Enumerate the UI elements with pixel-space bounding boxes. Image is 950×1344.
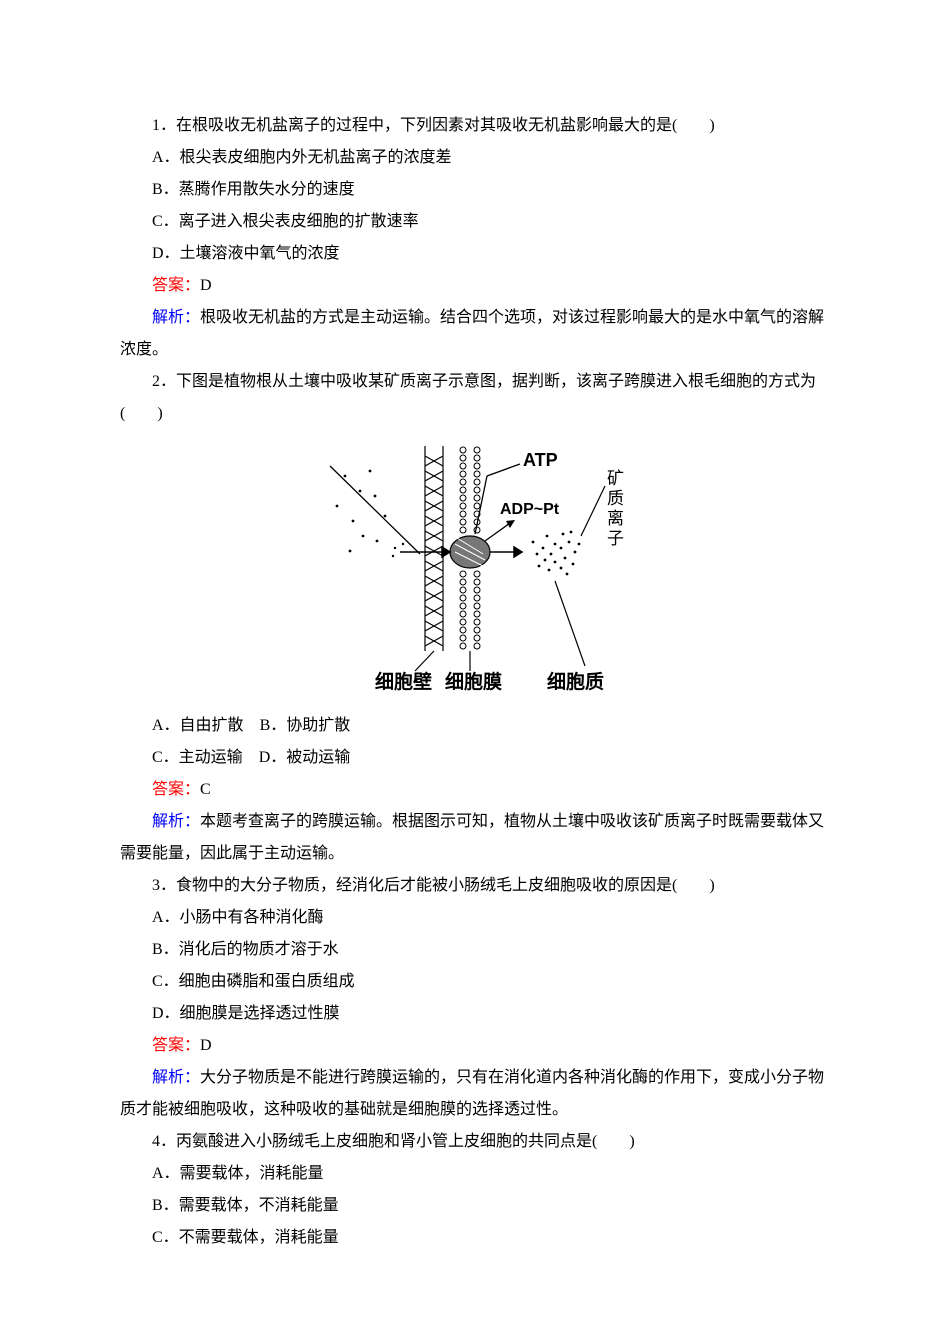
cytoplasm-label: 细胞质 <box>547 670 604 693</box>
q3-stem: 3．食物中的大分子物质，经消化后才能被小肠绒毛上皮细胞吸收的原因是( ) <box>120 870 830 902</box>
q3-analysis-text: 大分子物质是不能进行跨膜运输的，只有在消化道内各种消化酶的作用下，变成小分子物质… <box>120 1069 824 1118</box>
atp-label: ATP <box>523 450 558 470</box>
q2-option-b: B．协助扩散 <box>260 717 351 734</box>
adp-label: ADP~Pt <box>500 501 560 518</box>
q4-stem: 4．丙氨酸进入小肠绒毛上皮细胞和肾小管上皮细胞的共同点是( ) <box>120 1126 830 1158</box>
q2-option-a: A．自由扩散 <box>152 717 244 734</box>
q3-answer-line: 答案：D <box>120 1030 830 1062</box>
q3-answer-value: D <box>200 1037 212 1054</box>
atp-label-group: ATP <box>475 450 558 534</box>
q3-analysis-label: 解析： <box>152 1069 200 1086</box>
q2-analysis-text: 本题考查离子的跨膜运输。根据图示可知，植物从土壤中吸收该矿质离子时既需要载体又需… <box>120 813 824 862</box>
q3-option-d: D．细胞膜是选择透过性膜 <box>120 998 830 1030</box>
q2-options-cd: C．主动运输 D．被动运输 <box>120 742 830 774</box>
q2-analysis-label: 解析： <box>152 813 200 830</box>
q4-option-c: C．不需要载体，消耗能量 <box>120 1222 830 1254</box>
mineral-char-1: 矿 <box>607 469 624 488</box>
q4-option-a: A．需要载体，消耗能量 <box>120 1158 830 1190</box>
cell-membrane-label: 细胞膜 <box>445 670 502 693</box>
carrier-protein-icon <box>450 536 490 568</box>
q1-answer-label: 答案： <box>152 277 200 294</box>
mineral-char-3: 离 <box>607 509 624 528</box>
mineral-label-group: 矿 质 离 子 <box>581 469 624 548</box>
q3-option-a: A．小肠中有各种消化酶 <box>120 902 830 934</box>
q1-analysis-label: 解析： <box>152 309 200 326</box>
arrow-dots-icon <box>392 543 404 557</box>
q1-option-c: C．离子进入根尖表皮细胞的扩散速率 <box>120 206 830 238</box>
q2-figure: ATP ADP~Pt 矿 质 离 子 <box>120 436 830 708</box>
q3-option-c: C．细胞由磷脂和蛋白质组成 <box>120 966 830 998</box>
q1-stem: 1．在根吸收无机盐离子的过程中，下列因素对其吸收无机盐影响最大的是( ) <box>120 110 830 142</box>
mineral-char-2: 质 <box>607 489 624 508</box>
outside-ions-icon <box>336 470 387 553</box>
cell-wall-icon <box>425 446 443 651</box>
q3-option-b: B．消化后的物质才溶于水 <box>120 934 830 966</box>
q2-analysis: 解析：本题考查离子的跨膜运输。根据图示可知，植物从土壤中吸收该矿质离子时既需要载… <box>120 806 830 870</box>
q2-stem: 2．下图是植物根从土壤中吸收某矿质离子示意图，据判断，该离子跨膜进入根毛细胞的方… <box>120 366 830 430</box>
q1-answer-line: 答案：D <box>120 270 830 302</box>
q1-option-a: A．根尖表皮细胞内外无机盐离子的浓度差 <box>120 142 830 174</box>
q2-options-ab: A．自由扩散 B．协助扩散 <box>120 710 830 742</box>
bottom-leader-lines <box>415 581 585 671</box>
guide-line-icon <box>330 466 420 554</box>
q2-answer-label: 答案： <box>152 781 200 798</box>
q1-answer-value: D <box>200 277 212 294</box>
inside-ions-icon <box>532 531 581 576</box>
q3-answer-label: 答案： <box>152 1037 200 1054</box>
q1-option-b: B．蒸腾作用散失水分的速度 <box>120 174 830 206</box>
arrow-out-icon <box>490 547 522 557</box>
q2-option-d: D．被动运输 <box>259 749 351 766</box>
adp-label-group: ADP~Pt <box>485 501 560 541</box>
q1-analysis-text: 根吸收无机盐的方式是主动运输。结合四个选项，对该过程影响最大的是水中氧气的溶解浓… <box>120 309 824 358</box>
diagram-svg: ATP ADP~Pt 矿 质 离 子 <box>315 436 635 696</box>
q1-analysis: 解析：根吸收无机盐的方式是主动运输。结合四个选项，对该过程影响最大的是水中氧气的… <box>120 302 830 366</box>
document-page: 1．在根吸收无机盐离子的过程中，下列因素对其吸收无机盐影响最大的是( ) A．根… <box>0 0 950 1344</box>
q4-option-b: B．需要载体，不消耗能量 <box>120 1190 830 1222</box>
cell-wall-label: 细胞壁 <box>375 670 432 693</box>
mineral-char-4: 子 <box>607 529 624 548</box>
q1-option-d: D．土壤溶液中氧气的浓度 <box>120 238 830 270</box>
q3-analysis: 解析：大分子物质是不能进行跨膜运输的，只有在消化道内各种消化酶的作用下，变成小分… <box>120 1062 830 1126</box>
q2-option-c: C．主动运输 <box>152 749 243 766</box>
q2-answer-line: 答案：C <box>120 774 830 806</box>
q2-answer-value: C <box>200 781 211 798</box>
